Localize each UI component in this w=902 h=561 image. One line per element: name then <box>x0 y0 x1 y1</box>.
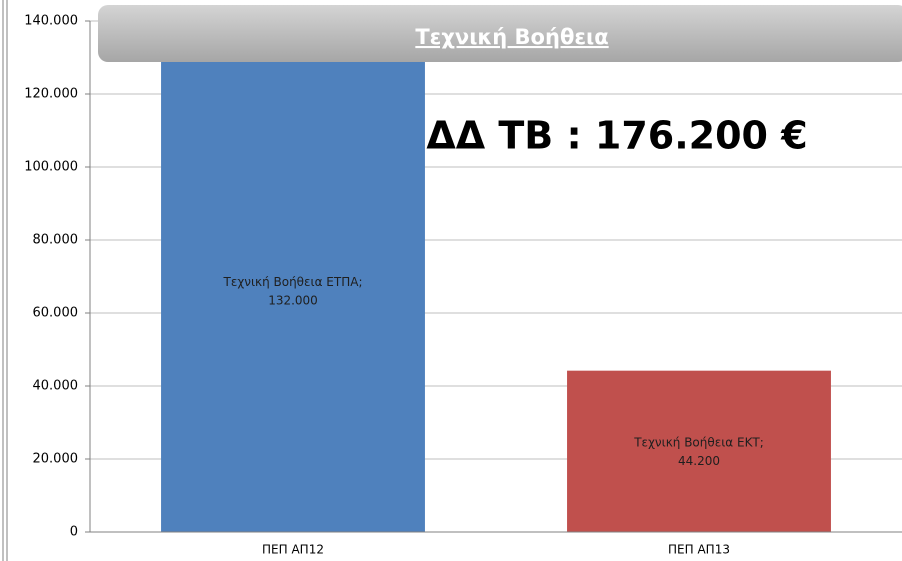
data-label: Τεχνική Βοήθεια ΕΤΠΑ; <box>223 275 363 289</box>
y-tick-label: 120.000 <box>24 87 78 102</box>
y-tick-label: 20.000 <box>33 452 79 467</box>
title-banner <box>98 5 902 62</box>
x-tick-label: ΠΕΠ ΑΠ13 <box>668 543 730 557</box>
y-tick-label: 0 <box>70 525 78 540</box>
y-tick-label: 100.000 <box>24 160 78 175</box>
y-tick-label: 80.000 <box>33 233 79 248</box>
point-name: Τεχνική Βοήθεια ΕΚΤ <box>633 435 760 449</box>
point-name: Τεχνική Βοήθεια ΕΤΠΑ <box>223 275 360 289</box>
data-label-value: 132.000 <box>268 294 318 308</box>
bar <box>161 50 425 532</box>
label-separator: ; <box>760 435 764 449</box>
chart-title: Τεχνική Βοήθεια <box>415 25 608 49</box>
y-tick-label: 60.000 <box>33 306 79 321</box>
annotation: ΔΔ ΤΒ : 176.200 € <box>426 114 807 158</box>
plot: 0 20.000 40.000 60.000 80.000 100.000 120.000 1… <box>24 14 902 557</box>
data-label: Τεχνική Βοήθεια ΕΚΤ; <box>633 435 764 449</box>
overlay: Τεχνική Βοήθεια ΔΔ ΤΒ : 176.200 € <box>98 5 902 158</box>
label-separator: ; <box>358 275 362 289</box>
data-label-value: 44.200 <box>678 454 720 468</box>
bar <box>567 370 831 532</box>
y-tick-label: 40.000 <box>33 379 79 394</box>
y-tick-label: 140.000 <box>24 14 78 29</box>
x-tick-label: ΠΕΠ ΑΠ12 <box>262 543 324 557</box>
